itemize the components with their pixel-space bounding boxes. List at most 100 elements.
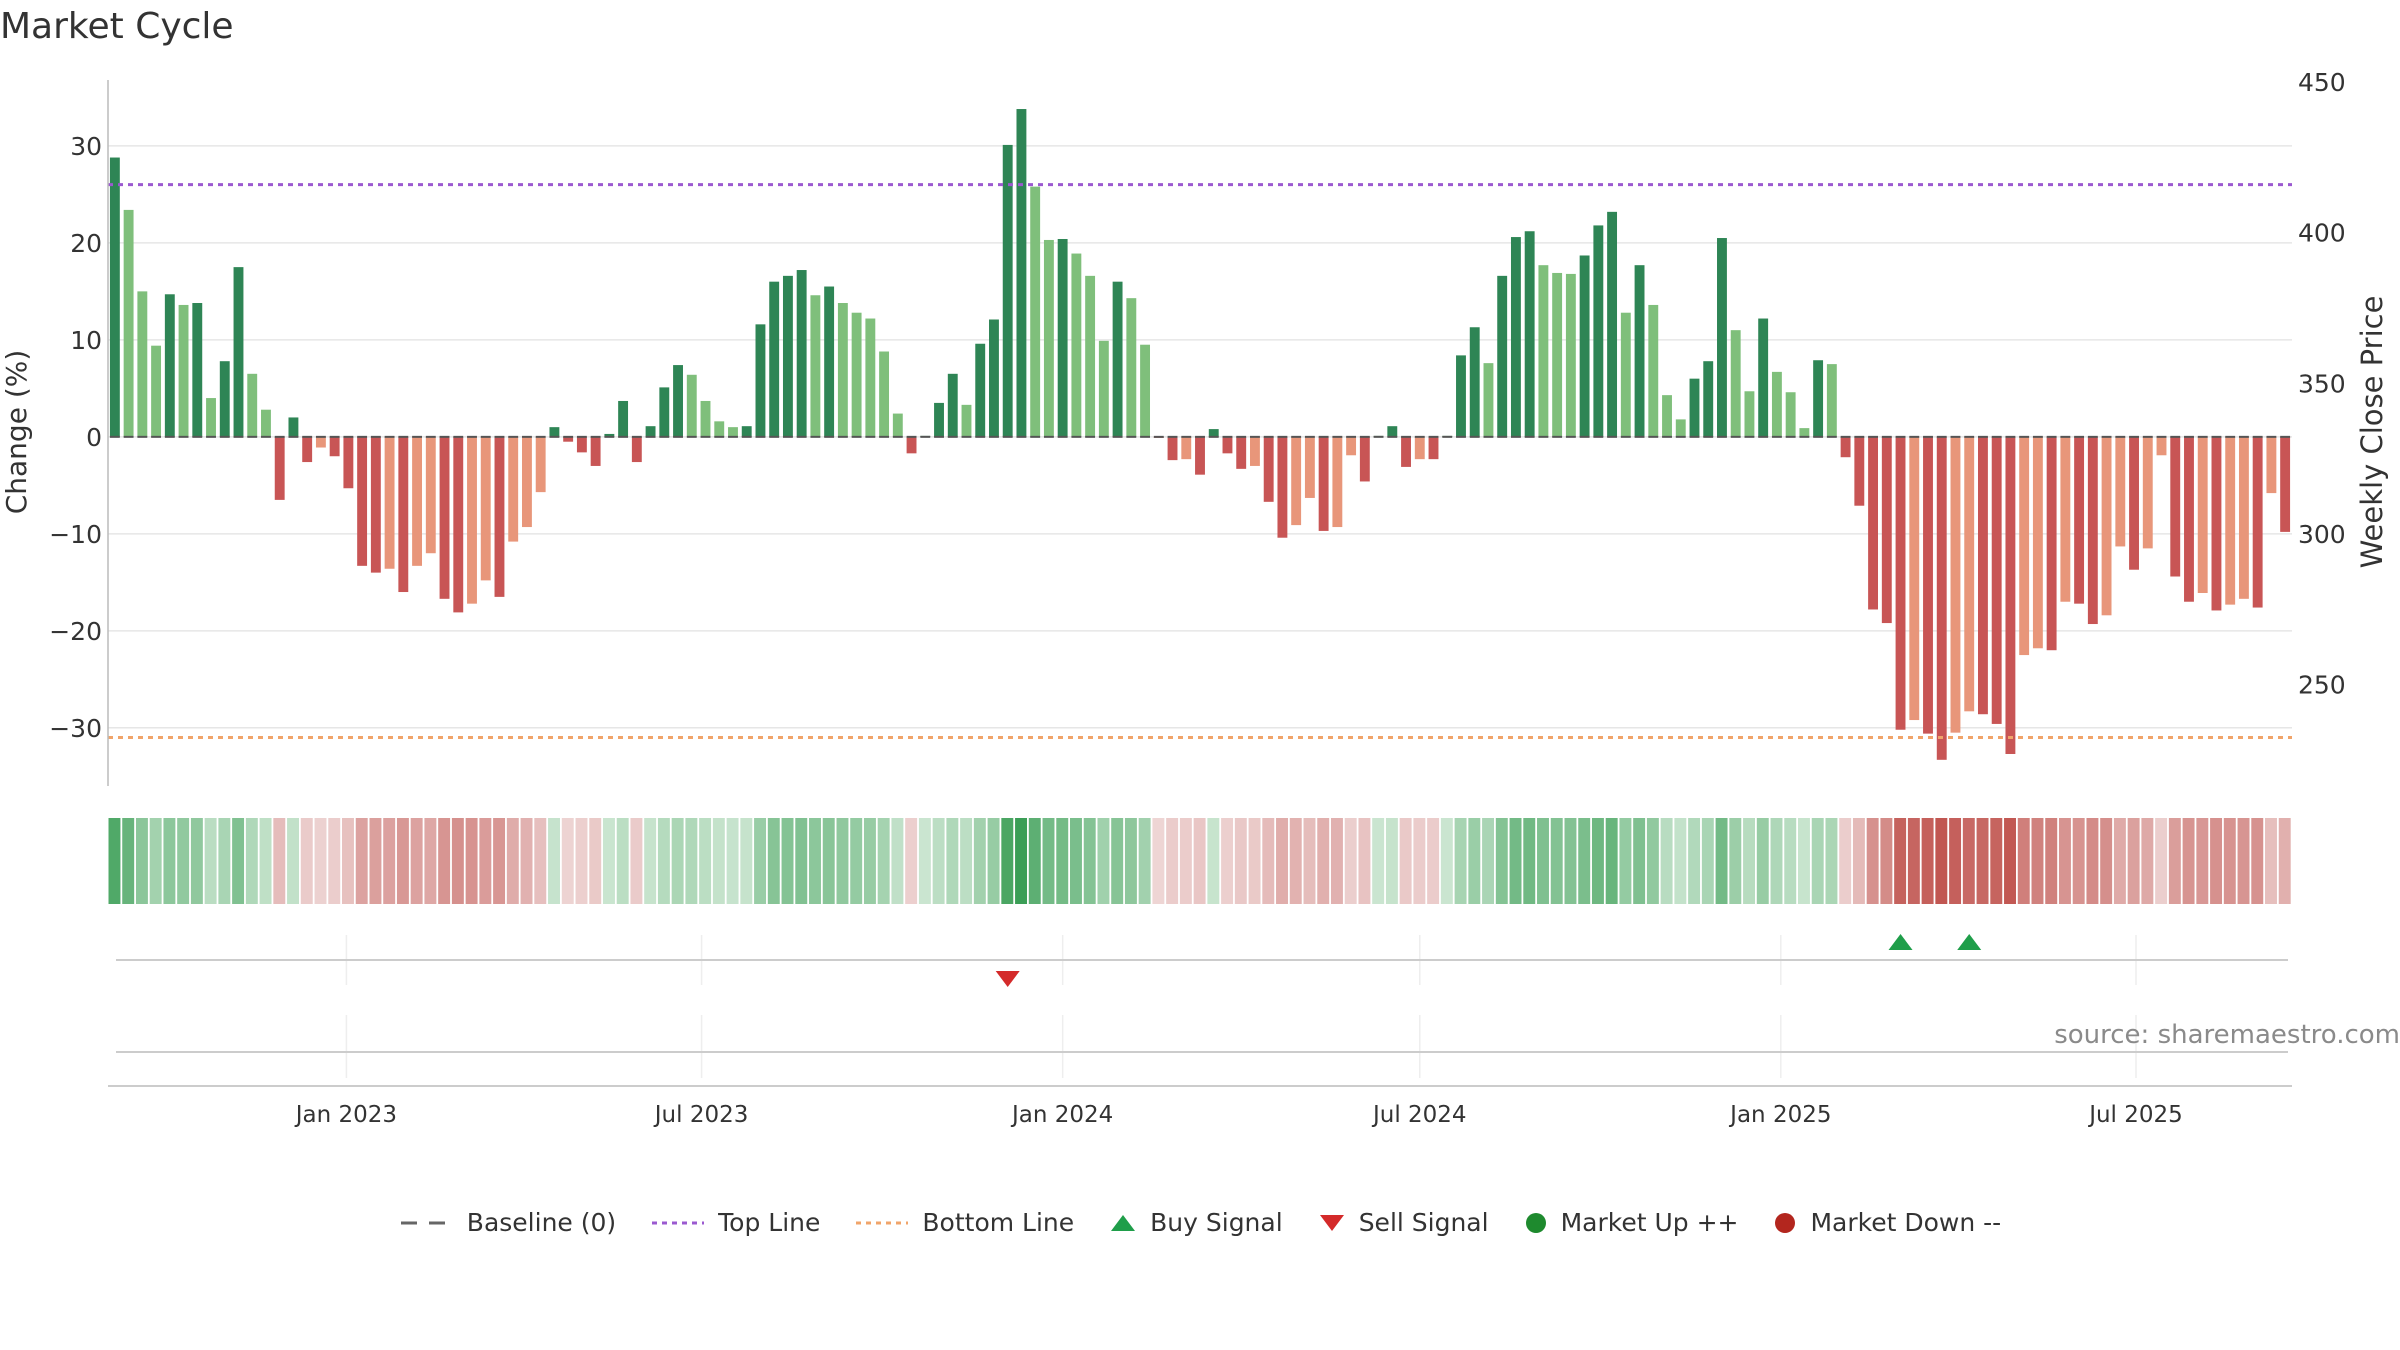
heat-cell	[1070, 818, 1082, 904]
heat-cell	[644, 818, 657, 904]
bar	[1565, 273, 1576, 437]
bar	[989, 319, 999, 437]
heat-cell	[1880, 818, 1893, 904]
legend-label: Market Up ++	[1560, 1208, 1739, 1237]
bar	[604, 433, 615, 437]
heat-cell	[273, 818, 286, 904]
bar	[1510, 237, 1521, 437]
bar	[1936, 436, 1947, 760]
bar	[837, 303, 848, 437]
heat-cell	[1234, 818, 1247, 904]
bar	[755, 324, 766, 437]
bar	[329, 436, 340, 457]
heat-cell	[1591, 818, 1604, 904]
heat-cell	[1482, 818, 1495, 904]
heat-cell	[561, 818, 574, 904]
bar	[1950, 436, 1961, 733]
heat-cell	[108, 818, 121, 904]
heat-cell	[1015, 818, 1028, 904]
heat-cell	[1935, 818, 1948, 904]
bar	[618, 400, 629, 437]
bar	[1401, 436, 1411, 467]
bar	[2087, 436, 2098, 625]
bar	[728, 427, 738, 437]
bar	[1387, 426, 1398, 437]
heat-cell	[534, 818, 547, 904]
bar	[1689, 378, 1700, 437]
heat-cell	[1179, 818, 1192, 904]
bar	[2019, 436, 2030, 656]
bar	[1469, 327, 1480, 437]
bar	[2142, 436, 2153, 549]
heat-cell	[1303, 818, 1316, 904]
heat-cell	[135, 818, 148, 904]
heat-cell	[2141, 818, 2154, 904]
heat-cell	[548, 818, 560, 904]
heat-cell	[300, 818, 313, 904]
y2-axis-label: Weekly Close Price	[2355, 296, 2389, 569]
legend-label: Baseline (0)	[466, 1208, 617, 1237]
bar	[1208, 429, 1219, 437]
heat-cell	[410, 818, 423, 904]
heat-cell	[1289, 818, 1302, 904]
bar	[302, 436, 313, 463]
heat-cell	[1083, 818, 1096, 904]
heat-cell	[1660, 818, 1673, 904]
heat-cell	[2086, 818, 2099, 904]
bar	[1428, 436, 1439, 460]
heat-cell	[863, 818, 876, 904]
bar	[1126, 298, 1137, 437]
bar	[810, 295, 821, 437]
bar	[824, 286, 835, 437]
heat-cell	[1578, 818, 1591, 904]
bar	[1881, 436, 1892, 624]
bar	[2197, 436, 2208, 593]
signal-layer	[995, 934, 1982, 987]
y-axis-label: Change (%)	[0, 350, 33, 515]
heat-cell	[1921, 818, 1934, 904]
heat-cell	[630, 818, 643, 904]
heat-cell	[1056, 818, 1069, 904]
heat-cell	[493, 818, 506, 904]
heat-cell	[314, 818, 327, 904]
heat-cell	[232, 818, 245, 904]
heat-cell	[396, 818, 409, 904]
bar	[741, 426, 752, 437]
lines-layer	[108, 183, 2292, 740]
bar	[206, 398, 216, 437]
heat-cell	[822, 818, 835, 904]
bar	[1826, 364, 1837, 437]
bar	[1744, 391, 1755, 437]
bar	[151, 345, 162, 437]
dotted-orange-line-icon	[856, 1221, 909, 1224]
heat-cell	[1399, 818, 1412, 904]
heat-cell	[383, 818, 396, 904]
heat-cell	[2072, 818, 2085, 904]
bar	[906, 436, 917, 454]
heat-cell	[767, 818, 780, 904]
heat-cell	[1111, 818, 1124, 904]
heat-cell	[177, 818, 190, 904]
bar	[714, 421, 725, 437]
bar	[2060, 436, 2071, 602]
heat-cell	[1523, 818, 1536, 904]
heat-cell	[328, 818, 341, 904]
bar	[1552, 272, 1563, 437]
legend-item-bottom-line: Bottom Line	[854, 1208, 1074, 1237]
heat-cell	[1962, 818, 1975, 904]
x-tick-label: Jul 2024	[1371, 1102, 1467, 1128]
bar	[178, 304, 189, 437]
heat-cell	[1743, 818, 1756, 904]
heat-cell	[506, 818, 519, 904]
bar	[975, 343, 986, 437]
heat-cell	[149, 818, 162, 904]
bar	[439, 436, 450, 599]
y-tick-label: 10	[70, 326, 102, 355]
heat-cell	[877, 818, 890, 904]
bar	[1579, 255, 1590, 437]
bar	[480, 436, 491, 581]
heat-cell	[740, 818, 753, 904]
x-tick-label: Jul 2023	[653, 1102, 749, 1128]
bar	[1346, 436, 1357, 456]
bar	[1497, 275, 1508, 437]
